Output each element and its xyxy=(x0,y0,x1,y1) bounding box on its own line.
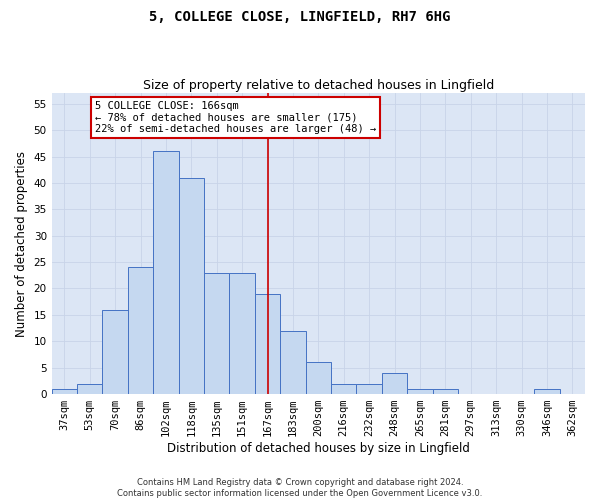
Text: 5 COLLEGE CLOSE: 166sqm
← 78% of detached houses are smaller (175)
22% of semi-d: 5 COLLEGE CLOSE: 166sqm ← 78% of detache… xyxy=(95,101,376,134)
Bar xyxy=(77,384,103,394)
Bar xyxy=(356,384,382,394)
Bar xyxy=(280,330,305,394)
Y-axis label: Number of detached properties: Number of detached properties xyxy=(15,150,28,336)
Title: Size of property relative to detached houses in Lingfield: Size of property relative to detached ho… xyxy=(143,79,494,92)
Bar xyxy=(179,178,204,394)
X-axis label: Distribution of detached houses by size in Lingfield: Distribution of detached houses by size … xyxy=(167,442,470,455)
Bar xyxy=(153,151,179,394)
Bar xyxy=(331,384,356,394)
Bar xyxy=(128,268,153,394)
Bar xyxy=(204,272,229,394)
Bar xyxy=(382,373,407,394)
Text: Contains HM Land Registry data © Crown copyright and database right 2024.
Contai: Contains HM Land Registry data © Crown c… xyxy=(118,478,482,498)
Bar xyxy=(52,389,77,394)
Bar xyxy=(305,362,331,394)
Bar xyxy=(407,389,433,394)
Bar xyxy=(103,310,128,394)
Bar xyxy=(255,294,280,394)
Text: 5, COLLEGE CLOSE, LINGFIELD, RH7 6HG: 5, COLLEGE CLOSE, LINGFIELD, RH7 6HG xyxy=(149,10,451,24)
Bar xyxy=(229,272,255,394)
Bar xyxy=(534,389,560,394)
Bar xyxy=(433,389,458,394)
